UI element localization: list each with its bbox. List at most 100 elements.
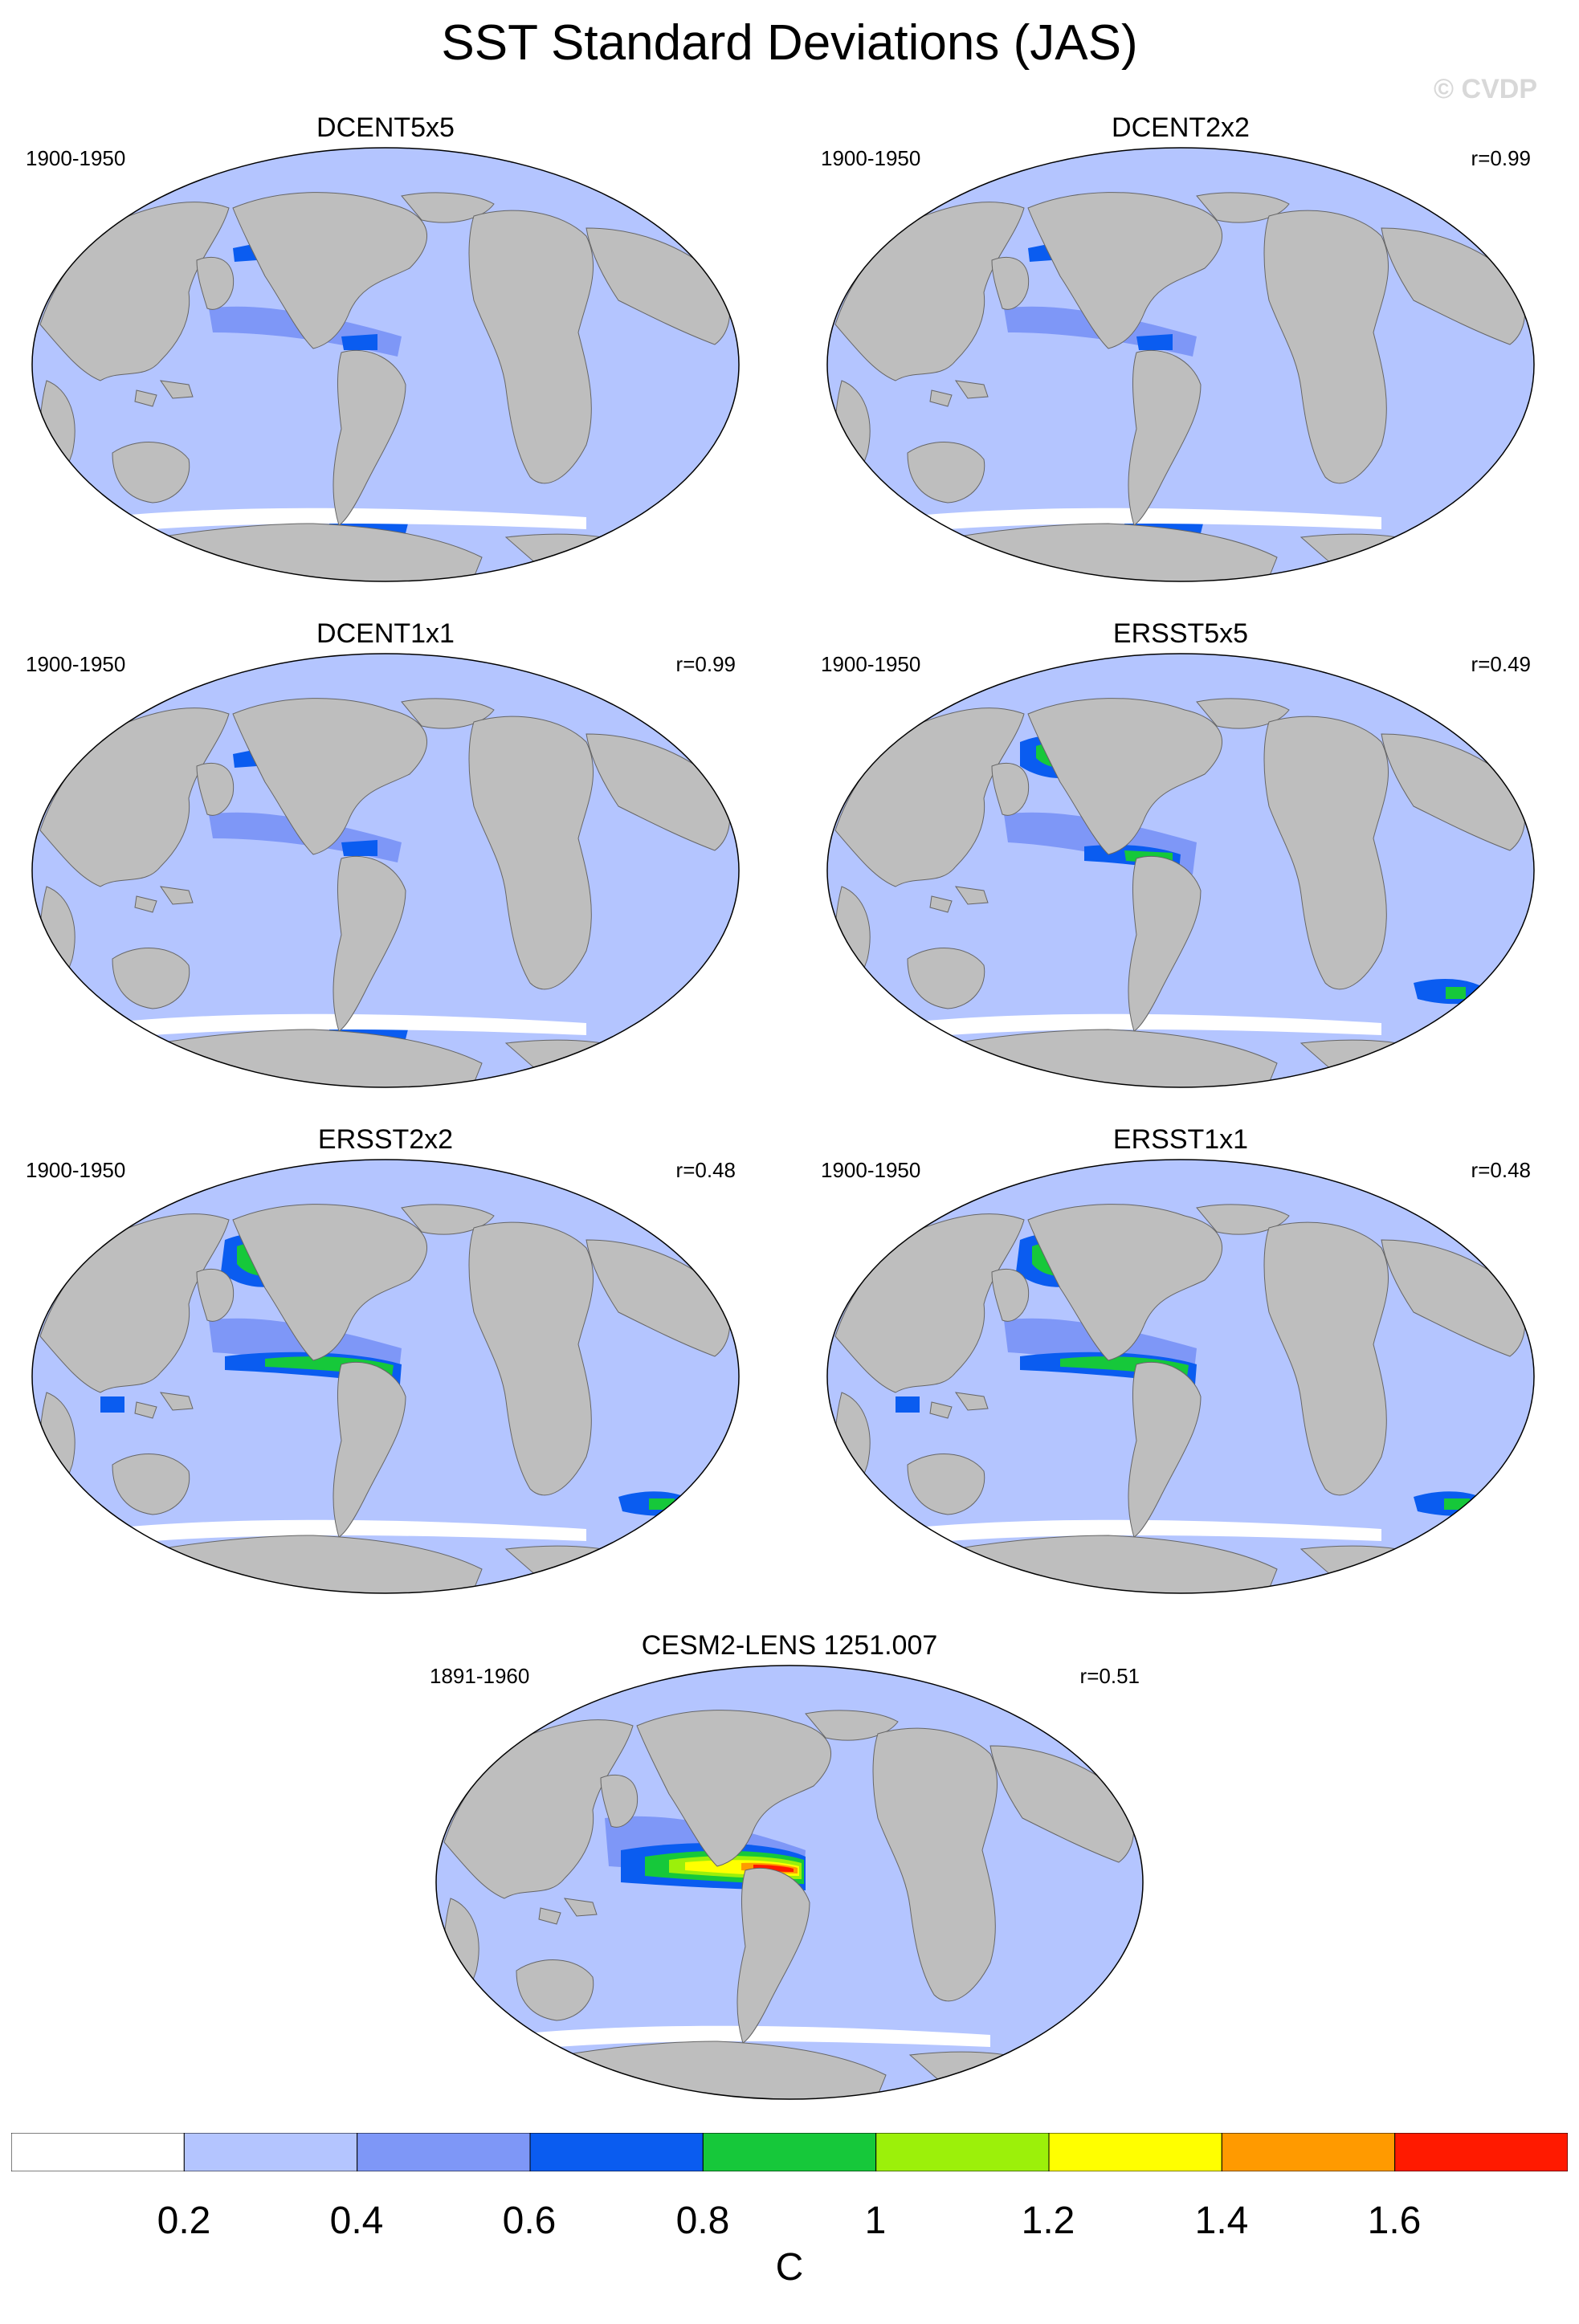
world-map	[31, 147, 740, 582]
land-mass	[954, 380, 989, 399]
land-mass	[585, 1239, 731, 1357]
panel-period: 1900-1950	[26, 652, 126, 676]
colorbar-tick-label: 1.6	[1367, 2200, 1422, 2242]
map-panel-3: DCENT1x1 1900-1950 r=0.99	[8, 618, 763, 1100]
sst-contour	[1446, 987, 1466, 999]
land-mass	[112, 442, 190, 504]
world-map	[435, 1665, 1144, 2100]
land-mass	[805, 1710, 899, 1741]
land-mass	[159, 1392, 194, 1411]
map-outline	[826, 147, 1535, 582]
land-mass	[1263, 716, 1389, 990]
colorbar-bin	[1048, 2133, 1222, 2171]
land-mass	[468, 1221, 594, 1496]
land-mass	[954, 1392, 989, 1411]
colorbar-bin	[1394, 2133, 1568, 2171]
land-mass	[516, 1959, 594, 2021]
land-mass	[929, 895, 953, 913]
sst-contour	[900, 1013, 1381, 1039]
map-outline	[31, 147, 740, 582]
sst-contour	[104, 1519, 586, 1545]
land-mass	[989, 1745, 1135, 1863]
land-mass	[585, 227, 731, 345]
map-panel-5: ERSST2x2 1900-1950 r=0.48	[8, 1124, 763, 1606]
colorbar-bin	[1221, 2133, 1396, 2171]
panel-correlation: r=0.99	[675, 652, 736, 676]
panel-title: ERSST1x1	[1112, 1124, 1249, 1155]
land-mass	[1263, 1221, 1389, 1496]
land-mass	[112, 1454, 190, 1515]
land-mass	[1027, 698, 1222, 855]
panel-correlation: r=0.99	[1471, 146, 1531, 170]
panel-title: DCENT2x2	[1112, 112, 1250, 143]
map-panel-2: DCENT2x2 1900-1950 r=0.99	[803, 112, 1558, 594]
land-mass	[1196, 1204, 1290, 1235]
panel-period: 1900-1950	[26, 1158, 126, 1182]
land-mass	[1027, 1204, 1222, 1361]
world-map	[31, 653, 740, 1088]
land-mass	[563, 1898, 598, 1917]
land-mass	[872, 1727, 998, 2002]
land-mass	[112, 948, 190, 1009]
colorbar-bin	[529, 2133, 704, 2171]
map-panel-6: ERSST1x1 1900-1950 r=0.48	[803, 1124, 1558, 1606]
panel-correlation: r=0.49	[1471, 652, 1531, 676]
sst-contour	[508, 2025, 990, 2051]
sst-contour	[100, 1396, 124, 1413]
map-outline	[31, 653, 740, 1088]
colorbar-bin	[702, 2133, 877, 2171]
panel-period: 1900-1950	[821, 1158, 921, 1182]
land-mass	[134, 389, 157, 407]
map-outline	[826, 1159, 1535, 1594]
land-mass	[401, 1204, 495, 1235]
land-mass	[134, 1401, 157, 1419]
panel-title: DCENT5x5	[316, 112, 455, 143]
land-mass	[954, 886, 989, 905]
land-mass	[196, 1268, 235, 1322]
colorbar-tick-label: 0.2	[157, 2200, 211, 2242]
panel-correlation: r=0.48	[675, 1158, 736, 1182]
sst-contour	[900, 1519, 1381, 1545]
land-mass	[468, 716, 594, 990]
panel-title: ERSST5x5	[1112, 618, 1249, 649]
panel-period: 1891-1960	[430, 1664, 530, 1688]
sst-contour	[104, 508, 586, 533]
panel-title: CESM2-LENS 1251.007	[641, 1630, 938, 1661]
land-mass	[1196, 698, 1290, 729]
land-mass	[907, 1454, 985, 1515]
land-mass	[1381, 1239, 1526, 1357]
colorbar-tick-label: 0.6	[502, 2200, 557, 2242]
land-mass	[907, 442, 985, 504]
land-mass	[538, 1907, 561, 1925]
land-mass	[468, 210, 594, 484]
colorbar-tick-label: 1.2	[1021, 2200, 1075, 2242]
world-map	[826, 147, 1535, 582]
panel-period: 1900-1950	[821, 146, 921, 170]
panel-title: DCENT1x1	[316, 618, 455, 649]
land-mass	[1128, 855, 1202, 1032]
land-mass	[333, 1361, 406, 1538]
colorbar-bin	[11, 2133, 185, 2171]
land-mass	[736, 1867, 810, 2044]
panel-period: 1900-1950	[26, 146, 126, 170]
colorbar-tick-label: 0.4	[329, 2200, 384, 2242]
panel-title: ERSST2x2	[317, 1124, 454, 1155]
map-outline	[826, 653, 1535, 1088]
sst-contour	[341, 840, 377, 856]
land-mass	[159, 886, 194, 905]
sst-contour	[896, 1396, 920, 1413]
colorbar-bin	[875, 2133, 1050, 2171]
sst-contour	[341, 334, 377, 350]
panel-correlation: r=0.48	[1471, 1158, 1531, 1182]
sst-contour	[900, 508, 1381, 533]
land-mass	[1381, 733, 1526, 851]
land-mass	[585, 733, 731, 851]
colorbar-bin	[183, 2133, 358, 2171]
page-title: SST Standard Deviations (JAS)	[441, 15, 1138, 71]
land-mass	[991, 762, 1030, 816]
colorbar-tick-label: 1	[864, 2200, 887, 2242]
world-map	[826, 653, 1535, 1088]
colorbar-tick-label: 1.4	[1194, 2200, 1249, 2242]
land-mass	[401, 192, 495, 223]
land-mass	[333, 855, 406, 1032]
